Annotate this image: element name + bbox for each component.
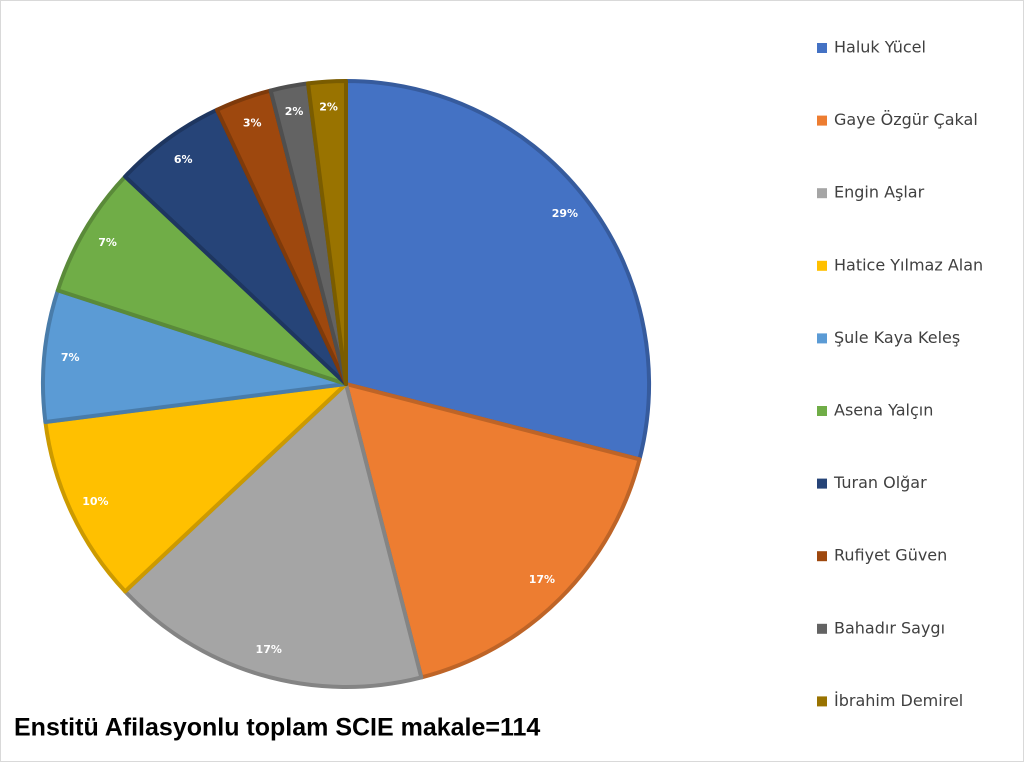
data-label: 17% xyxy=(256,643,282,656)
legend-swatch xyxy=(817,43,827,53)
legend-swatch xyxy=(817,696,827,707)
legend: Haluk Yücel Gaye Özgür Çakal Engin Aşlar Ha… xyxy=(817,38,983,710)
legend-label: Engin Aşlar xyxy=(834,183,925,202)
data-label: 7% xyxy=(61,351,80,364)
pie-slice xyxy=(344,79,651,462)
data-label: 7% xyxy=(98,236,117,249)
chart-title: Enstitü Afilasyonlu toplam SCIE makale=1… xyxy=(14,714,540,742)
legend-swatch xyxy=(817,260,827,271)
legend-swatch xyxy=(817,188,827,199)
legend-label: Haluk Yücel xyxy=(834,38,926,57)
legend-swatch xyxy=(817,115,827,126)
pie: 29% 17% 17% 10% 7% 7% 6% 3% 2% 2% xyxy=(41,79,651,689)
legend-swatch xyxy=(817,623,827,634)
data-label: 17% xyxy=(529,573,555,586)
data-label: 3% xyxy=(243,116,262,129)
legend-label: İbrahim Demirel xyxy=(834,691,963,710)
legend-swatch xyxy=(817,406,827,416)
pie-slice xyxy=(123,382,424,689)
pie-slice xyxy=(306,79,348,386)
legend-label: Gaye Özgür Çakal xyxy=(834,110,978,129)
legend-label: Asena Yalçın xyxy=(834,401,933,420)
data-label: 29% xyxy=(552,207,578,220)
legend-label: Turan Olğar xyxy=(833,473,927,492)
legend-swatch xyxy=(817,333,827,344)
legend-swatch xyxy=(817,478,827,489)
data-label: 6% xyxy=(174,153,193,166)
pie-slice xyxy=(55,174,348,386)
data-label: 2% xyxy=(285,105,304,118)
legend-swatch xyxy=(817,551,827,562)
legend-label: Şule Kaya Keleş xyxy=(834,328,960,347)
pie-slice xyxy=(41,288,348,424)
legend-label: Bahadır Saygı xyxy=(834,618,945,637)
data-label: 10% xyxy=(82,495,108,508)
pie-slice xyxy=(43,382,348,594)
pie-slice xyxy=(344,382,642,680)
legend-label: Hatice Yılmaz Alan xyxy=(834,255,983,274)
data-label: 2% xyxy=(319,101,338,114)
legend-label: Rufiyet Güven xyxy=(834,546,947,565)
